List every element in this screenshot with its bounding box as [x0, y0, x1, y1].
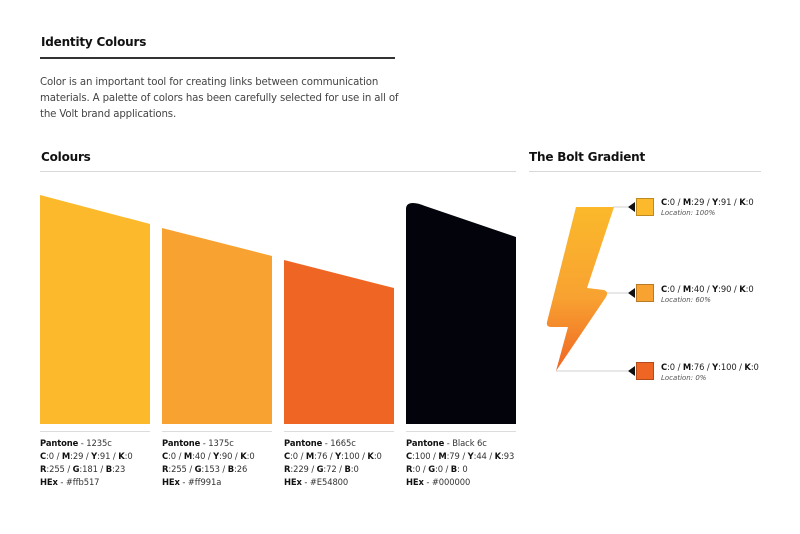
rgb-values: R:229 / G:72 / B:0 — [284, 464, 359, 474]
hex-label: HEx — [284, 477, 302, 487]
pantone-value: - 1375c — [200, 438, 234, 448]
gradient-heading: The Bolt Gradient — [529, 150, 646, 164]
rgb-values: R:255 / G:153 / B:26 — [162, 464, 248, 474]
colour-caption-4: Pantone - Black 6c C:100 / M:79 / Y:44 /… — [406, 437, 521, 489]
rgb-values: R:0 / G:0 / B: 0 — [406, 464, 468, 474]
caption-divider-4 — [406, 431, 516, 432]
pantone-value: - 1235c — [78, 438, 112, 448]
gradient-stop-0-cmyk: C:0 / M:76 / Y:100 / K:0 — [661, 362, 759, 372]
colours-heading: Colours — [41, 150, 91, 164]
gradient-stop-100-location: Location: 100% — [661, 209, 716, 217]
caption-divider-3 — [284, 431, 394, 432]
hex-label: HEx — [406, 477, 424, 487]
colour-bar-1 — [40, 195, 150, 424]
page-title: Identity Colours — [41, 35, 147, 49]
pantone-label: Pantone — [406, 438, 445, 448]
gradient-stop-0-location: Location: 0% — [661, 374, 707, 382]
pantone-value: - Black 6c — [444, 438, 487, 448]
cmyk-values: C:0 / M:29 / Y:91 / K:0 — [40, 451, 133, 461]
gradient-stop-100-cmyk: C:0 / M:29 / Y:91 / K:0 — [661, 197, 754, 207]
hex-label: HEx — [40, 477, 58, 487]
pantone-value: - 1665c — [322, 438, 356, 448]
pointer-arrow-icon — [628, 288, 635, 298]
title-divider — [40, 57, 395, 59]
gradient-divider — [529, 171, 761, 172]
pantone-label: Pantone — [40, 438, 79, 448]
hex-value: - #ffb517 — [57, 477, 100, 487]
cmyk-values: C:100 / M:79 / Y:44 / K:93 — [406, 451, 515, 461]
intro-paragraph: Color is an important tool for creating … — [40, 77, 399, 120]
gradient-stop-60-location: Location: 60% — [661, 296, 711, 304]
cmyk-values: C:0 / M:76 / Y:100 / K:0 — [284, 451, 382, 461]
gradient-swatch-60 — [636, 284, 654, 302]
hex-label: HEx — [162, 477, 180, 487]
hex-value: - #000000 — [423, 477, 471, 487]
colour-caption-2: Pantone - 1375c C:0 / M:40 / Y:90 / K:0 … — [162, 437, 277, 489]
colour-bar-2 — [162, 228, 272, 424]
rgb-values: R:255 / G:181 / B:23 — [40, 464, 126, 474]
gradient-swatch-0 — [636, 362, 654, 380]
colour-bar-4 — [406, 203, 516, 424]
pointer-arrow-icon — [628, 202, 635, 212]
colour-bar-3 — [284, 260, 394, 424]
colour-caption-3: Pantone - 1665c C:0 / M:76 / Y:100 / K:0… — [284, 437, 399, 489]
caption-divider-1 — [40, 431, 150, 432]
pantone-label: Pantone — [162, 438, 201, 448]
pointer-arrow-icon — [628, 366, 635, 376]
gradient-swatch-100 — [636, 198, 654, 216]
hex-value: - #ff991a — [179, 477, 222, 487]
colours-divider — [40, 171, 516, 172]
gradient-stop-60-cmyk: C:0 / M:40 / Y:90 / K:0 — [661, 284, 754, 294]
colour-caption-1: Pantone - 1235c C:0 / M:29 / Y:91 / K:0 … — [40, 437, 155, 489]
hex-value: - #E54800 — [301, 477, 349, 487]
cmyk-values: C:0 / M:40 / Y:90 / K:0 — [162, 451, 255, 461]
bolt-icon — [546, 207, 614, 371]
pantone-label: Pantone — [284, 438, 323, 448]
caption-divider-2 — [162, 431, 272, 432]
